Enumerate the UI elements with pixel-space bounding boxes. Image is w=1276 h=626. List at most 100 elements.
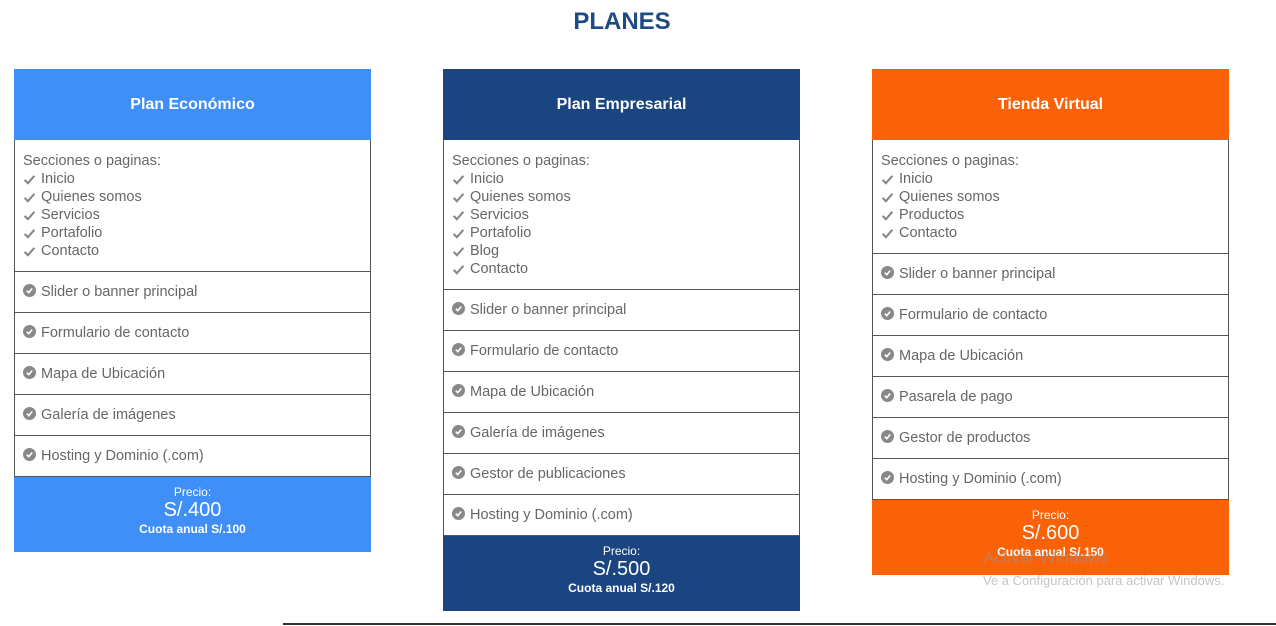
sections-label: Secciones o paginas: <box>452 153 590 169</box>
feature-label: Hosting y Dominio (.com) <box>899 471 1062 487</box>
annual-fee: Cuota anual S/.120 <box>568 581 675 595</box>
feature-row: Mapa de Ubicación <box>444 372 799 413</box>
windows-activation-watermark-title: Activar Windows <box>983 548 1109 567</box>
circle-check-icon <box>452 466 465 479</box>
feature-row: Formulario de contacto <box>444 331 799 372</box>
plan-price-footer: Precio: S/.500 Cuota anual S/.120 <box>443 536 800 611</box>
section-item: Contacto <box>470 261 529 277</box>
check-icon <box>23 228 36 239</box>
plan-body: Secciones o paginas: Inicio Quienes somo… <box>443 140 800 536</box>
feature-row: Mapa de Ubicación <box>15 354 370 395</box>
feature-row: Hosting y Dominio (.com) <box>444 495 799 536</box>
price-label: Precio: <box>1031 508 1070 522</box>
list-item: Servicios <box>452 206 791 224</box>
check-icon <box>452 264 465 275</box>
circle-check-icon <box>452 302 465 315</box>
circle-check-icon <box>881 266 894 279</box>
list-item: Contacto <box>452 260 791 278</box>
check-icon <box>881 228 894 239</box>
feature-row: Hosting y Dominio (.com) <box>873 459 1228 500</box>
circle-check-icon <box>881 389 894 402</box>
feature-row: Galería de imágenes <box>15 395 370 436</box>
feature-label: Galería de imágenes <box>41 407 176 423</box>
section-item: Quienes somos <box>41 189 142 205</box>
list-item: Portafolio <box>23 224 362 242</box>
feature-label: Mapa de Ubicación <box>899 348 1024 364</box>
check-icon <box>452 228 465 239</box>
plan-body: Secciones o paginas: Inicio Quienes somo… <box>14 140 371 477</box>
feature-label: Hosting y Dominio (.com) <box>470 507 633 523</box>
price-label: Precio: <box>173 485 212 499</box>
list-item: Quienes somos <box>23 188 362 206</box>
feature-label: Slider o banner principal <box>470 302 627 318</box>
circle-check-icon <box>23 325 36 338</box>
section-item: Portafolio <box>41 225 103 241</box>
circle-check-icon <box>881 430 894 443</box>
feature-row: Slider o banner principal <box>873 254 1228 295</box>
list-item: Servicios <box>23 206 362 224</box>
check-icon <box>23 192 36 203</box>
feature-row: Hosting y Dominio (.com) <box>15 436 370 477</box>
circle-check-icon <box>23 448 36 461</box>
check-icon <box>23 246 36 257</box>
feature-label: Hosting y Dominio (.com) <box>41 448 204 464</box>
circle-check-icon <box>452 343 465 356</box>
section-item: Blog <box>470 243 500 259</box>
check-icon <box>23 174 36 185</box>
plan-card-tienda-virtual: Tienda Virtual Secciones o paginas: Inic… <box>872 69 1229 575</box>
price-value: S/.500 <box>592 558 651 580</box>
circle-check-icon <box>452 425 465 438</box>
feature-row: Mapa de Ubicación <box>873 336 1228 377</box>
plan-card-empresarial: Plan Empresarial Secciones o paginas: In… <box>443 69 800 611</box>
check-icon <box>881 174 894 185</box>
section-item: Inicio <box>899 171 933 187</box>
plan-card-economico: Plan Económico Secciones o paginas: Inic… <box>14 69 371 552</box>
feature-label: Formulario de contacto <box>470 343 619 359</box>
circle-check-icon <box>881 307 894 320</box>
list-item: Inicio <box>452 170 791 188</box>
feature-label: Mapa de Ubicación <box>470 384 595 400</box>
sections-list: Secciones o paginas: Inicio Quienes somo… <box>15 140 370 272</box>
annual-fee: Cuota anual S/.100 <box>139 522 246 536</box>
feature-row: Galería de imágenes <box>444 413 799 454</box>
section-item: Productos <box>899 207 965 223</box>
circle-check-icon <box>452 384 465 397</box>
windows-activation-watermark-text: Ve a Configuración para activar Windows. <box>983 573 1225 588</box>
check-icon <box>452 174 465 185</box>
feature-row: Formulario de contacto <box>873 295 1228 336</box>
check-icon <box>881 192 894 203</box>
section-item: Portafolio <box>470 225 532 241</box>
feature-label: Gestor de productos <box>899 430 1031 446</box>
check-icon <box>452 246 465 257</box>
circle-check-icon <box>23 407 36 420</box>
sections-list: Secciones o paginas: Inicio Quienes somo… <box>873 140 1228 254</box>
section-item: Quienes somos <box>470 189 571 205</box>
price-value: S/.400 <box>163 499 222 521</box>
check-icon <box>452 192 465 203</box>
feature-row: Slider o banner principal <box>444 290 799 331</box>
section-item: Inicio <box>470 171 504 187</box>
feature-label: Galería de imágenes <box>470 425 605 441</box>
plan-header: Plan Empresarial <box>443 69 800 140</box>
circle-check-icon <box>881 348 894 361</box>
feature-row: Formulario de contacto <box>15 313 370 354</box>
feature-row: Pasarela de pago <box>873 377 1228 418</box>
plan-header: Plan Económico <box>14 69 371 140</box>
sections-list: Secciones o paginas: Inicio Quienes somo… <box>444 140 799 290</box>
feature-label: Formulario de contacto <box>41 325 190 341</box>
bottom-divider <box>283 623 1276 625</box>
list-item: Contacto <box>23 242 362 260</box>
list-item: Quienes somos <box>452 188 791 206</box>
plan-header: Tienda Virtual <box>872 69 1229 140</box>
list-item: Quienes somos <box>881 188 1220 206</box>
plan-body: Secciones o paginas: Inicio Quienes somo… <box>872 140 1229 500</box>
list-item: Inicio <box>881 170 1220 188</box>
circle-check-icon <box>23 366 36 379</box>
feature-row: Slider o banner principal <box>15 272 370 313</box>
annual-fee: Cuota anual S/.150 <box>997 545 1104 559</box>
feature-row: Gestor de publicaciones <box>444 454 799 495</box>
section-item: Inicio <box>41 171 75 187</box>
feature-label: Gestor de publicaciones <box>470 466 626 482</box>
list-item: Portafolio <box>452 224 791 242</box>
price-label: Precio: <box>602 544 641 558</box>
